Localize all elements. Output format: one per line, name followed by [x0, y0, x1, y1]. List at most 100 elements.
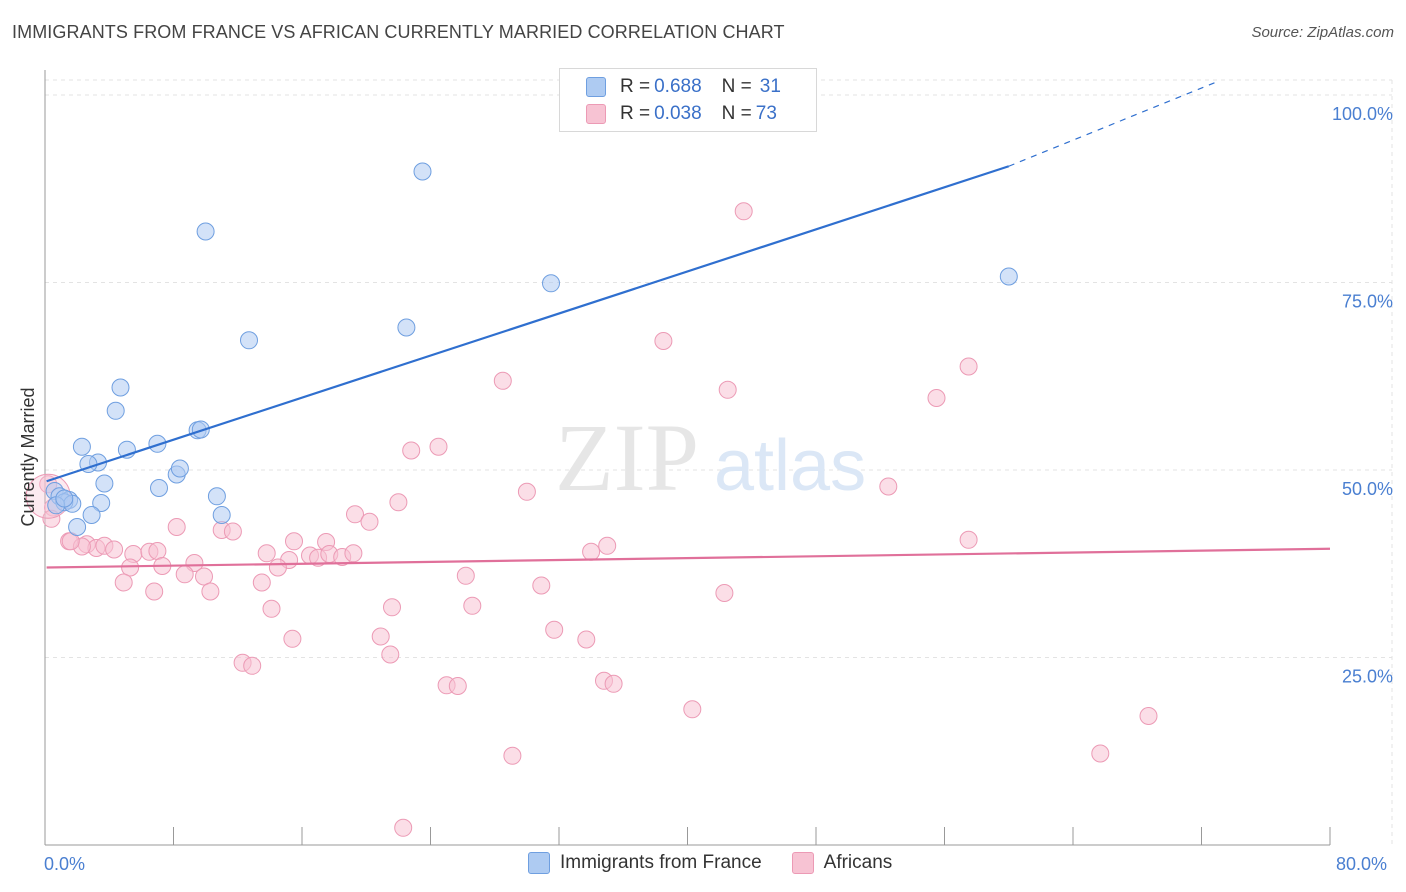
x-tick-label-min: 0.0%	[44, 854, 85, 874]
legend-n-value: 73	[755, 103, 777, 124]
data-point	[734, 202, 753, 221]
data-point	[371, 627, 390, 646]
data-point	[959, 530, 978, 549]
data-point	[503, 746, 522, 765]
data-point	[927, 389, 946, 407]
data-point	[397, 318, 416, 337]
series-legend-france: Immigrants from France	[528, 852, 762, 874]
y-tick-label: 50.0%	[1342, 479, 1393, 499]
data-point	[582, 542, 601, 561]
data-point	[429, 437, 448, 456]
data-point	[148, 542, 167, 560]
data-point	[1091, 744, 1110, 763]
data-point	[381, 645, 400, 664]
data-point	[167, 518, 186, 536]
data-point	[285, 532, 303, 551]
data-point	[999, 267, 1018, 286]
y-tick-label: 25.0%	[1342, 667, 1393, 687]
data-point	[68, 518, 87, 536]
france-swatch	[586, 77, 606, 97]
y-tick-label: 100.0%	[1332, 104, 1393, 124]
legend-n-value: 31	[759, 76, 781, 97]
data-point	[383, 598, 401, 617]
data-point	[148, 434, 167, 453]
data-point	[344, 544, 363, 563]
watermark: ZIP atlas	[555, 404, 866, 511]
data-point	[456, 566, 475, 585]
data-point	[402, 441, 421, 460]
data-point	[252, 573, 271, 592]
data-point	[654, 332, 673, 350]
data-point	[1139, 707, 1158, 725]
data-point	[517, 482, 536, 501]
data-point	[55, 489, 74, 508]
stats-legend: R = 0.688 N = 31 R = 0.038 N = 73	[559, 68, 817, 132]
y-tick-label: 75.0%	[1342, 292, 1393, 312]
legend-n-label: N =	[721, 76, 752, 97]
data-point	[718, 380, 737, 399]
series-legend-label: Immigrants from France	[560, 852, 762, 873]
data-point	[598, 536, 617, 555]
data-point	[243, 656, 262, 675]
y-tick-labels: 25.0% 50.0% 75.0% 100.0%	[1332, 104, 1393, 687]
data-point	[240, 331, 258, 350]
data-point	[542, 274, 560, 293]
data-point	[95, 474, 114, 493]
chart-title: IMMIGRANTS FROM FRANCE VS AFRICAN CURREN…	[12, 22, 785, 42]
france-points	[45, 162, 1018, 536]
series-legend-africans: Africans	[791, 852, 893, 874]
data-point	[195, 567, 213, 586]
data-point	[150, 479, 168, 497]
data-point	[207, 487, 226, 506]
data-point	[346, 505, 364, 524]
data-point	[268, 558, 287, 577]
data-point	[111, 378, 130, 397]
legend-n-label: N =	[721, 103, 752, 124]
france-legend-swatch	[528, 852, 550, 874]
france-trend-extension	[1008, 80, 1218, 167]
data-point	[212, 506, 231, 524]
data-point	[223, 522, 242, 541]
data-point	[145, 582, 164, 601]
data-point	[394, 818, 413, 837]
watermark-zip: ZIP	[555, 404, 699, 511]
data-point	[413, 162, 432, 181]
data-point	[121, 558, 140, 577]
data-point	[201, 582, 220, 601]
data-point	[257, 544, 276, 563]
data-point	[170, 459, 189, 478]
chart-source: Source: ZipAtlas.com	[1251, 24, 1394, 41]
data-point	[879, 477, 898, 496]
legend-row-africans: R = 0.038 N = 73	[586, 101, 777, 127]
data-point	[72, 437, 91, 456]
watermark-atlas: atlas	[714, 426, 866, 506]
series-legend: Immigrants from France Africans	[528, 852, 922, 874]
data-point	[191, 420, 210, 439]
data-point	[959, 357, 978, 376]
x-tick-label-max: 80.0%	[1336, 854, 1387, 874]
series-legend-label: Africans	[823, 852, 893, 873]
data-point	[92, 494, 111, 512]
data-point	[389, 493, 408, 512]
africans-points	[25, 202, 1158, 837]
data-point	[532, 576, 551, 595]
legend-r-value: 0.688	[654, 76, 702, 97]
africans-swatch	[586, 104, 606, 124]
africans-trend-line	[46, 547, 1331, 569]
y-axis-title: Currently Married	[18, 387, 38, 526]
data-point	[262, 599, 281, 618]
data-point	[448, 677, 467, 695]
france-trend-line	[46, 165, 1010, 483]
trend-lines	[46, 80, 1331, 569]
legend-row-france: R = 0.688 N = 31	[586, 74, 781, 100]
data-point	[604, 674, 623, 693]
data-point	[715, 584, 734, 602]
data-point	[683, 700, 702, 719]
data-point	[175, 565, 194, 584]
data-point	[82, 506, 101, 524]
data-point	[360, 512, 379, 531]
data-point	[463, 596, 482, 615]
data-point	[577, 630, 596, 649]
x-ticks	[44, 827, 1331, 845]
